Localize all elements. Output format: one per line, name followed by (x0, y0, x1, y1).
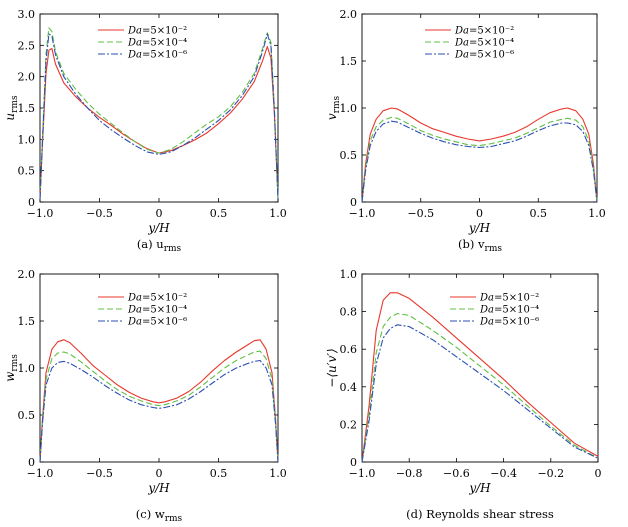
panel-caption: (d) Reynolds shear stress (406, 507, 554, 521)
y-tick-label: 3.0 (18, 8, 36, 21)
y-tick-label: 0.4 (340, 381, 358, 394)
x-tick-label: −0.4 (490, 467, 517, 480)
x-tick-label: 1.0 (269, 467, 287, 480)
x-tick-label: −0.5 (86, 467, 113, 480)
panel-b: −1.0 −0.5 0 0.5 1.0 0 0.5 1.0 1.5 2.0 y/H vrms Da=5×… (325, 8, 606, 254)
legend-label-1: Da=5×10⁻² (127, 293, 187, 304)
series-line-3 (361, 324, 599, 463)
panel-caption-sub: rms (164, 244, 182, 254)
y-tick-label: 0.8 (340, 306, 358, 319)
y-tick-label: 1.5 (18, 102, 36, 115)
x-tick-label: 0 (476, 207, 483, 220)
x-tick-label: −1.0 (349, 207, 376, 220)
x-tick-label: 1.0 (269, 207, 287, 220)
y-tick-label: 1.0 (18, 362, 36, 375)
x-tick-label: −0.5 (86, 207, 113, 220)
y-tick-label: 0 (28, 196, 35, 209)
x-axis-label: y/H (468, 481, 491, 495)
panel-caption: (b) vrms (458, 237, 502, 254)
legend-label-3: Da=5×10⁻⁶ (127, 317, 187, 328)
y-axis-label: wrms (3, 354, 20, 382)
series-line-1 (361, 107, 598, 203)
y-axis-label-sub: rms (10, 95, 20, 113)
x-axis-label: y/H (468, 221, 491, 235)
y-tick-label: 2.0 (18, 71, 36, 84)
series-line-1 (39, 339, 279, 463)
x-tick-label: −0.6 (443, 467, 470, 480)
x-tick-label: 0 (156, 467, 163, 480)
x-tick-label: 1.0 (588, 207, 606, 220)
y-axis-label: urms (3, 95, 20, 121)
panel-caption: (c) wrms (136, 507, 183, 524)
panel-d: −1.0 −0.8 −0.6 −0.4 −0.2 0 0 0.2 0.4 0.6 0.8 1.0 y/H… (325, 268, 602, 521)
x-tick-label: 0.5 (530, 207, 548, 220)
series-line-3 (39, 359, 279, 463)
x-axis-label: y/H (147, 221, 170, 235)
series-line-2 (39, 350, 279, 463)
y-tick-label: 0 (350, 456, 357, 469)
panel-c: −1.0 −0.5 0 0.5 1.0 0 0.5 1.0 1.5 2.0 y/H wrms Da=5×… (3, 268, 287, 524)
series-line-1 (361, 292, 599, 463)
legend-label-1: Da=5×10⁻² (479, 293, 539, 304)
y-tick-label: 1.0 (18, 133, 36, 146)
y-axis-label: vrms (325, 96, 342, 121)
y-tick-label: 0 (350, 196, 357, 209)
y-tick-label: 1.0 (340, 102, 358, 115)
x-tick-label: −0.2 (537, 467, 564, 480)
y-tick-label: 0.5 (18, 165, 36, 178)
y-tick-label: 0.2 (340, 418, 358, 431)
panel-caption: (a) urms (137, 237, 182, 254)
series-line-2 (361, 116, 598, 203)
x-tick-label: 0 (595, 467, 602, 480)
y-tick-label: 2.0 (340, 8, 358, 21)
y-tick-label: 0.5 (18, 409, 36, 422)
y-tick-label: 1.0 (340, 268, 358, 281)
x-axis-label: y/H (147, 481, 170, 495)
panel-caption-sub: rms (485, 244, 503, 254)
legend-label-3: Da=5×10⁻⁶ (454, 50, 514, 61)
y-axis-label-sub: rms (10, 354, 20, 372)
legend-label-3: Da=5×10⁻⁶ (127, 50, 187, 61)
legend-label-2: Da=5×10⁻⁴ (127, 38, 187, 49)
y-tick-label: 1.5 (18, 315, 36, 328)
legend-label-1: Da=5×10⁻² (454, 26, 514, 37)
x-tick-label: 0.5 (210, 467, 228, 480)
x-tick-label: −0.8 (396, 467, 423, 480)
y-tick-label: 2.5 (18, 39, 36, 52)
x-tick-label: 0.5 (210, 207, 228, 220)
axes-frame (361, 273, 599, 463)
y-tick-label: 0 (28, 456, 35, 469)
panel-caption-sub: rms (165, 514, 183, 524)
x-tick-label: −1.0 (349, 467, 376, 480)
legend-label-2: Da=5×10⁻⁴ (454, 38, 514, 49)
panel-a: −1.0 −0.5 0 0.5 1.0 0 0.5 1.0 1.5 2.0 2.5 3.0 y/H urm… (3, 8, 287, 254)
legend-label-2: Da=5×10⁻⁴ (127, 305, 187, 316)
y-tick-label: 2.0 (18, 268, 36, 281)
y-axis-label-sub: rms (332, 96, 342, 114)
series-line-3 (361, 120, 598, 203)
series-line-1 (39, 46, 279, 199)
legend-label-1: Da=5×10⁻² (127, 26, 187, 37)
series-line-2 (361, 312, 599, 463)
y-tick-label: 0.5 (340, 149, 358, 162)
x-tick-label: −1.0 (27, 207, 54, 220)
series-line-3 (39, 33, 279, 199)
y-tick-label: 0.6 (340, 343, 358, 356)
y-tick-label: 1.5 (340, 55, 358, 68)
legend-label-2: Da=5×10⁻⁴ (479, 305, 539, 316)
x-tick-label: −1.0 (27, 467, 54, 480)
y-axis-label: −⟨u′v′⟩ (325, 348, 339, 387)
legend-label-3: Da=5×10⁻⁶ (479, 317, 539, 328)
x-tick-label: −0.5 (407, 207, 434, 220)
x-tick-label: 0 (156, 207, 163, 220)
